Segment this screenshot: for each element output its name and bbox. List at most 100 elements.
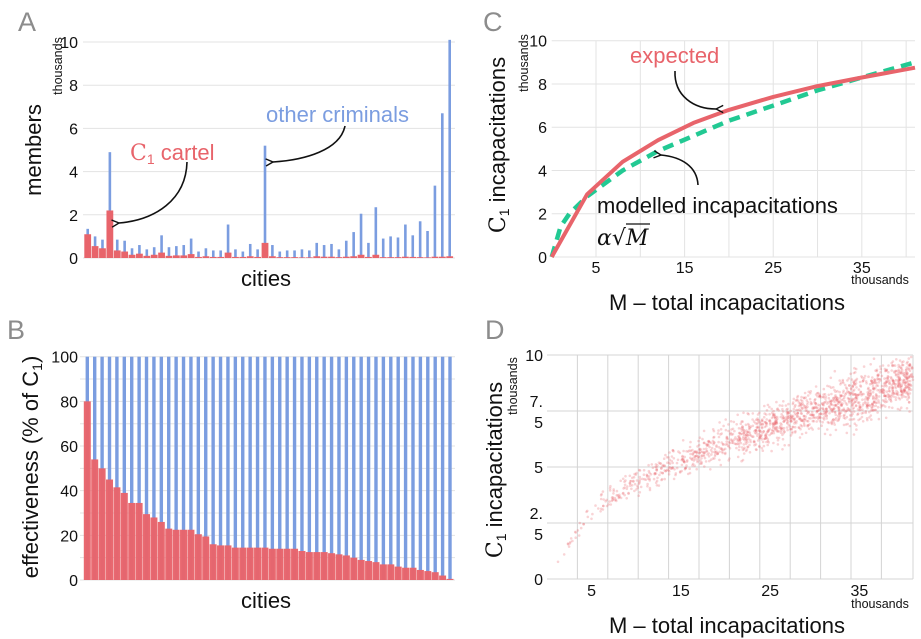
d-scatter-point: [623, 486, 626, 489]
a-bar-cartel: [217, 256, 225, 258]
d-scatter-point: [882, 404, 885, 407]
d-scatter-point: [825, 414, 828, 418]
d-scatter-point: [871, 390, 875, 394]
d-scatter-point: [839, 381, 843, 385]
d-scatter-point: [766, 430, 770, 434]
d-scatter-point: [609, 503, 613, 506]
d-scatter-point: [829, 376, 833, 380]
b-bar-cartel-effectiveness: [91, 459, 99, 580]
d-scatter-point: [665, 456, 669, 459]
d-scatter-point: [760, 446, 764, 450]
d-scatter-point: [857, 388, 861, 391]
d-scatter-point: [799, 423, 803, 427]
d-scatter-point: [904, 381, 907, 385]
d-scatter-point: [836, 406, 840, 409]
d-scatter-point: [772, 409, 775, 413]
a-bar-other-criminals: [226, 224, 230, 258]
d-scatter-point: [842, 423, 846, 427]
d-scatter-point: [909, 383, 912, 387]
d-scatter-point: [897, 365, 900, 369]
d-scatter-point: [647, 475, 651, 478]
d-scatter-point: [862, 379, 865, 382]
d-scatter-point: [900, 389, 903, 393]
a-bar-other-criminals: [263, 145, 267, 258]
d-scatter-point: [739, 427, 743, 430]
d-scatter-point: [819, 406, 822, 410]
d-scatter-point: [719, 433, 722, 436]
d-scatter-point: [669, 467, 673, 471]
d-scatter-point: [721, 442, 725, 446]
d-scatter-point: [615, 489, 619, 493]
d-scatter-point: [600, 492, 603, 496]
d-scatter-point: [664, 469, 667, 473]
d-scatter-point: [854, 404, 858, 407]
a-bar-cartel: [416, 257, 424, 258]
d-scatter-point: [752, 435, 755, 439]
d-scatter-point: [671, 466, 674, 469]
d-scatter-point: [854, 394, 858, 398]
d-scatter-point: [836, 402, 840, 406]
d-scatter-point: [755, 430, 758, 433]
d-scatter-point: [761, 419, 764, 423]
d-scatter-point: [804, 431, 808, 435]
d-scatter-point: [738, 438, 741, 442]
d-scatter-point: [832, 407, 836, 410]
d-scatter-point: [834, 413, 837, 417]
a-bar-other-criminals: [315, 242, 319, 258]
d-scatter-point: [833, 410, 837, 414]
d-scatter-point: [790, 419, 793, 423]
d-scatter-point: [865, 403, 869, 407]
d-scatter-point: [831, 403, 834, 407]
d-scatter-point: [897, 376, 901, 380]
d-scatter-point: [879, 403, 883, 407]
d-scatter-point: [594, 504, 597, 507]
d-scatter-point: [897, 379, 901, 383]
d-scatter-point: [685, 450, 688, 453]
d-scatter-point: [751, 412, 755, 415]
d-scatter-point: [716, 451, 720, 455]
d-scatter-point: [833, 411, 837, 414]
d-scatter-point: [720, 448, 724, 451]
d-scatter-point: [758, 420, 761, 424]
a-bar-cartel: [268, 256, 276, 258]
d-scatter-point: [691, 453, 695, 456]
d-scatter-point: [682, 460, 686, 464]
d-scatter-point: [872, 409, 875, 412]
d-scatter-point: [901, 363, 904, 367]
b-bar-cartel-effectiveness: [106, 479, 114, 580]
d-scatter-point: [667, 456, 670, 459]
d-scatter-point: [577, 534, 581, 537]
d-scatter-point: [830, 410, 834, 413]
d-scatter-point: [796, 411, 799, 415]
d-scatter-point: [839, 404, 843, 407]
d-scatter-point: [815, 420, 818, 423]
d-scatter-point: [898, 372, 902, 375]
d-scatter-point: [838, 412, 841, 416]
d-scatter-point: [818, 395, 822, 398]
d-scatter-point: [765, 424, 768, 428]
d-scatter-point: [813, 398, 816, 402]
d-scatter-point: [858, 392, 862, 396]
b-bar-cartel-effectiveness: [157, 521, 165, 580]
d-scatter-point: [848, 393, 851, 397]
d-scatter-point: [624, 479, 627, 482]
d-scatter-point: [754, 448, 758, 451]
d-scatter-point: [758, 444, 761, 448]
d-scatter-point: [803, 418, 807, 422]
d-scatter-point: [850, 378, 854, 381]
d-scatter-point: [892, 380, 896, 384]
d-scatter-point: [799, 418, 803, 421]
d-scatter-point: [882, 388, 886, 392]
d-scatter-point: [772, 441, 775, 445]
d-scatter-point: [746, 445, 750, 449]
a-bar-other-criminals: [389, 236, 392, 258]
d-scatter-point: [746, 434, 749, 437]
d-scatter-point: [900, 390, 903, 394]
d-scatter-point: [612, 488, 615, 491]
d-scatter-point: [812, 419, 816, 423]
d-scatter-point: [771, 422, 775, 426]
d-scatter-point: [771, 413, 775, 416]
b-bar-cartel-effectiveness: [231, 547, 239, 580]
d-scatter-point: [817, 403, 820, 407]
d-scatter-point: [749, 434, 753, 437]
